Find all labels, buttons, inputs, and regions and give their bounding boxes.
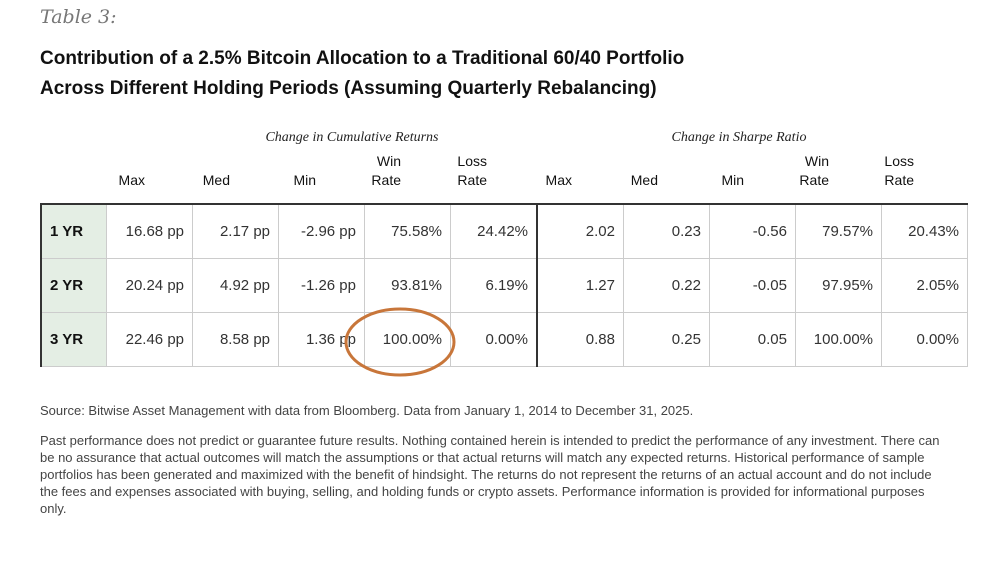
table-cell: -1.26 pp (278, 258, 365, 313)
source-note: Source: Bitwise Asset Management with da… (40, 403, 694, 418)
column-header-line: Loss (457, 153, 487, 169)
group-header-sharpe-ratio: Change in Sharpe Ratio (671, 130, 807, 145)
table-cell: 1.36 pp (278, 312, 365, 367)
column-header: Loss Rate (407, 152, 487, 190)
table-cell: 2.05% (881, 258, 968, 313)
column-header: Min (236, 152, 316, 190)
column-header-line: Rate (457, 172, 487, 188)
table-cell: 0.00% (450, 312, 538, 367)
column-header: Loss Rate (834, 152, 914, 190)
column-header-line: Win (376, 153, 401, 169)
column-header-line (150, 152, 230, 171)
table-row: 3 YR 22.46 pp 8.58 pp 1.36 pp 100.00% 0.00% 0.… (40, 312, 968, 367)
table-cell: 0.88 (536, 312, 624, 367)
table-cell: 24.42% (450, 203, 538, 259)
row-label: 3 YR (40, 312, 107, 367)
column-header-line: Rate (371, 172, 401, 188)
table-cell: 6.19% (450, 258, 538, 313)
column-header-line: Max (118, 172, 145, 188)
title-line-2: Across Different Holding Periods (Assumi… (40, 78, 657, 99)
table-cell: -0.05 (709, 258, 796, 313)
column-header-line (492, 152, 572, 171)
table-cell: 75.58% (364, 203, 451, 259)
table-cell: 2.02 (536, 203, 624, 259)
table-row: 2 YR 20.24 pp 4.92 pp -1.26 pp 93.81% 6.19% 1.… (40, 258, 968, 313)
row-label: 1 YR (40, 203, 107, 259)
column-header-line: Win (804, 153, 829, 169)
table-cell: 4.92 pp (192, 258, 279, 313)
table-cell: 20.24 pp (106, 258, 193, 313)
table-cell: 2.17 pp (192, 203, 279, 259)
table-cell: 8.58 pp (192, 312, 279, 367)
table-cell: 100.00% (795, 312, 882, 367)
column-header: Max (65, 152, 145, 190)
row-label: 2 YR (40, 258, 107, 313)
table-cell: 22.46 pp (106, 312, 193, 367)
column-header-line: Loss (884, 153, 914, 169)
column-header: Win Rate (749, 152, 829, 190)
column-header: Med (578, 152, 658, 190)
title-line-1: Contribution of a 2.5% Bitcoin Allocatio… (40, 48, 685, 69)
table-cell: 16.68 pp (106, 203, 193, 259)
column-header-line: Max (545, 172, 572, 188)
column-header-line: Rate (884, 172, 914, 188)
column-header: Med (150, 152, 230, 190)
table-cell: 93.81% (364, 258, 451, 313)
table-cell: 0.00% (881, 312, 968, 367)
table-cell: 79.57% (795, 203, 882, 259)
group-header-cumulative-returns: Change in Cumulative Returns (265, 130, 439, 145)
column-header-line (578, 152, 658, 171)
table-label: Table 3: (40, 6, 117, 28)
table-cell: 0.23 (623, 203, 710, 259)
column-header-line (664, 152, 744, 171)
results-table: 1 YR 16.68 pp 2.17 pp -2.96 pp 75.58% 24.42% 2… (40, 203, 968, 367)
column-header-line: Med (202, 172, 230, 188)
column-header-line (65, 152, 145, 171)
column-header: Max (492, 152, 572, 190)
disclaimer-text: Past performance does not predict or gua… (40, 433, 940, 516)
table-cell: -0.56 (709, 203, 796, 259)
column-header-line: Rate (799, 172, 829, 188)
table-cell: 100.00% (364, 312, 451, 367)
table-cell: 0.22 (623, 258, 710, 313)
column-header-line (236, 152, 316, 171)
table-row: 1 YR 16.68 pp 2.17 pp -2.96 pp 75.58% 24.42% 2… (40, 203, 968, 259)
column-header: Min (664, 152, 744, 190)
column-header: Win Rate (321, 152, 401, 190)
table-cell: 97.95% (795, 258, 882, 313)
table-cell: 0.05 (709, 312, 796, 367)
table-cell: -2.96 pp (278, 203, 365, 259)
column-header-line: Min (293, 172, 316, 188)
column-header-line: Med (630, 172, 658, 188)
table-cell: 20.43% (881, 203, 968, 259)
table-cell: 0.25 (623, 312, 710, 367)
column-header-line: Min (721, 172, 744, 188)
table-title: Contribution of a 2.5% Bitcoin Allocatio… (40, 44, 960, 104)
table-cell: 1.27 (536, 258, 624, 313)
